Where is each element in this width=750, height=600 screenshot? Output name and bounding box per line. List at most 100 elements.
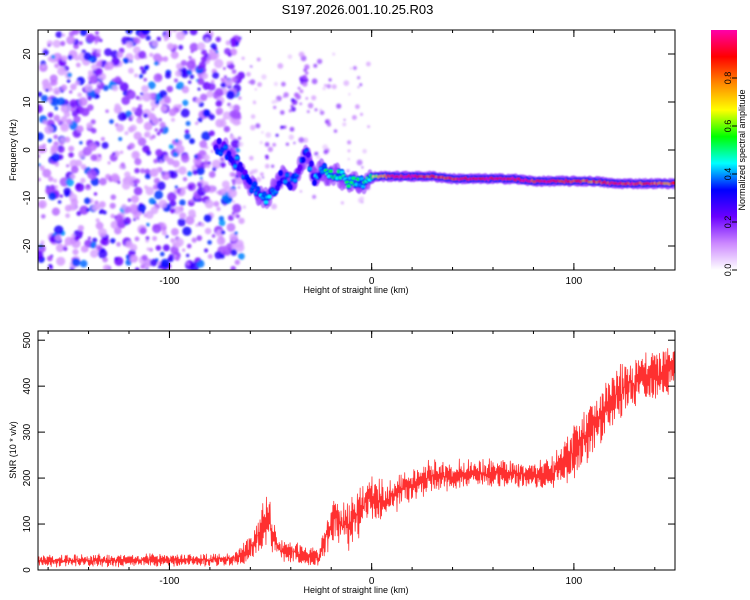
noise-blob	[54, 63, 60, 69]
noise-blob	[118, 137, 123, 141]
noise-blob	[306, 110, 310, 114]
noise-blob	[133, 46, 141, 54]
noise-blob	[93, 192, 98, 196]
noise-blob	[143, 264, 149, 270]
noise-blob	[351, 115, 357, 120]
noise-blob	[150, 258, 158, 267]
noise-blob	[129, 254, 138, 263]
noise-blob	[180, 60, 187, 67]
colorbar-tick-label: 0.8	[723, 72, 733, 85]
noise-blob	[253, 168, 258, 173]
noise-blob	[311, 78, 318, 85]
noise-blob	[110, 238, 116, 244]
noise-blob	[71, 233, 76, 238]
noise-blob	[85, 33, 96, 43]
noise-blob	[69, 90, 73, 94]
noise-blob	[297, 86, 301, 90]
noise-blob	[248, 171, 253, 176]
noise-blob	[261, 131, 264, 134]
noise-blob	[347, 140, 352, 145]
noise-blob	[104, 48, 113, 57]
colorbar-tick-label: 0.4	[723, 168, 733, 181]
ridge-cell	[312, 181, 317, 185]
noise-blob	[319, 110, 325, 116]
noise-blob	[174, 138, 179, 143]
noise-blob	[131, 195, 139, 204]
noise-blob	[110, 50, 119, 59]
noise-blob	[141, 30, 151, 36]
noise-blob	[214, 251, 223, 260]
noise-blob	[340, 201, 344, 205]
noise-blob	[117, 180, 121, 184]
snr-y-tick-label: 200	[22, 469, 33, 486]
ridge-cell	[242, 171, 248, 175]
noise-blob	[139, 66, 144, 70]
noise-blob	[114, 103, 121, 110]
noise-blob	[39, 165, 45, 171]
noise-blob	[152, 117, 160, 125]
noise-blob	[122, 57, 129, 64]
noise-blob	[197, 65, 202, 70]
noise-blob	[144, 132, 149, 138]
noise-blob	[238, 141, 244, 147]
noise-blob	[143, 77, 147, 82]
noise-blob	[86, 208, 90, 212]
noise-blob	[227, 214, 234, 221]
noise-blob	[288, 134, 294, 140]
noise-blob	[65, 178, 74, 187]
ridge-cell	[238, 163, 243, 167]
noise-blob	[121, 203, 127, 210]
noise-blob	[121, 96, 130, 105]
snr-y-tick-label: 100	[22, 515, 33, 532]
noise-blob	[256, 57, 261, 62]
noise-blob	[60, 84, 68, 91]
ridge-cell	[239, 167, 244, 172]
noise-blob	[281, 81, 286, 87]
noise-blob	[117, 111, 127, 121]
noise-blob	[220, 77, 225, 82]
noise-blob	[141, 85, 149, 93]
noise-blob	[55, 243, 65, 253]
noise-blob	[133, 218, 136, 221]
noise-blob	[282, 95, 285, 98]
noise-blob	[185, 121, 191, 126]
noise-blob	[223, 75, 227, 79]
noise-blob	[316, 58, 323, 65]
noise-blob	[98, 228, 107, 237]
spectrogram-y-tick-label: -10	[22, 190, 33, 205]
noise-blob	[152, 236, 158, 241]
noise-blob	[57, 200, 62, 204]
noise-blob	[66, 118, 73, 125]
noise-blob	[57, 97, 66, 106]
spectrogram-y-tick-label: 0	[22, 147, 33, 153]
noise-blob	[138, 74, 144, 79]
noise-blob	[116, 124, 124, 132]
noise-blob	[99, 201, 106, 208]
noise-blob	[76, 125, 84, 133]
noise-blob	[90, 177, 100, 186]
noise-blob	[79, 230, 84, 235]
ridge-cell	[252, 182, 257, 186]
noise-blob	[261, 74, 267, 80]
noise-blob	[56, 256, 66, 266]
noise-blob	[175, 237, 184, 247]
noise-blob	[91, 63, 98, 71]
noise-blob	[182, 177, 188, 182]
noise-blob	[176, 81, 185, 90]
noise-blob	[307, 102, 314, 109]
noise-blob	[92, 237, 98, 243]
noise-blob	[120, 162, 126, 167]
ridge-cell	[217, 139, 222, 143]
snr-x-axis-label: Height of straight line (km)	[303, 585, 408, 595]
ridge-cell	[671, 181, 675, 185]
noise-blob	[167, 257, 172, 261]
snr-frame	[37, 330, 676, 571]
noise-blob	[110, 194, 117, 200]
noise-blob	[226, 61, 231, 66]
noise-blob	[160, 251, 165, 257]
noise-blob	[324, 84, 327, 87]
noise-blob	[107, 161, 111, 165]
noise-blob	[55, 163, 59, 167]
colorbar: 0.0 0.2 0.4 0.6 0.8 Normalized spectral ampl…	[711, 30, 747, 276]
noise-blob	[87, 70, 94, 76]
